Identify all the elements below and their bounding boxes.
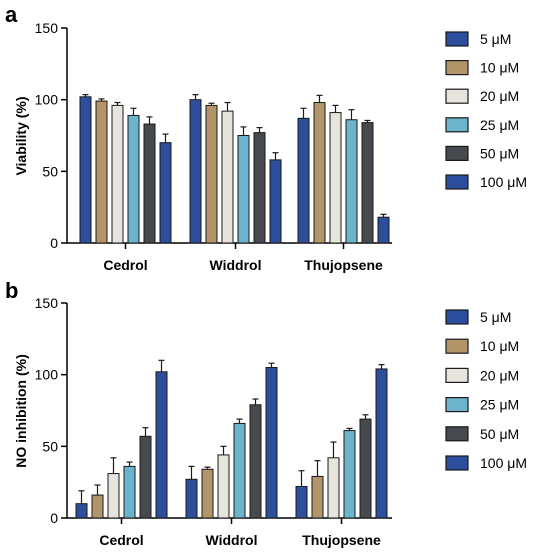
- bar: [205, 104, 218, 244]
- bar: [345, 119, 358, 244]
- y-tick-label: 50: [42, 438, 58, 454]
- legend-label: 5 μM: [480, 31, 511, 47]
- legend-label: 25 μM: [480, 117, 519, 133]
- bar: [127, 114, 140, 244]
- bar: [361, 122, 374, 244]
- legend-swatch: [445, 426, 469, 442]
- bar: [189, 99, 202, 244]
- legend-label: 20 μM: [480, 367, 519, 383]
- bar: [377, 216, 390, 244]
- legend-swatch: [445, 309, 469, 325]
- bar: [233, 422, 246, 519]
- bar: [327, 457, 340, 519]
- x-tick-label: Cedrol: [99, 532, 143, 548]
- bar: [201, 468, 214, 519]
- legend-swatch: [445, 397, 469, 413]
- bar: [359, 418, 372, 519]
- legend-label: 10 μM: [480, 338, 519, 354]
- legend-label: 50 μM: [480, 426, 519, 442]
- bar: [79, 96, 92, 244]
- legend-swatch: [445, 59, 469, 76]
- legend-swatch: [445, 338, 469, 354]
- bar: [217, 454, 230, 519]
- bar: [329, 112, 342, 244]
- bar: [297, 117, 310, 244]
- bar: [139, 435, 152, 519]
- y-axis-title: Viability (%): [13, 96, 29, 175]
- bar: [123, 465, 136, 519]
- bar: [143, 123, 156, 244]
- legend-label: 5 μM: [480, 309, 511, 325]
- legend-swatch: [445, 117, 469, 133]
- legend-swatch: [445, 145, 469, 161]
- chart-panel-b: b NO inhibition (%) 0 50 100 150 Cedrol Widdrol…: [5, 278, 527, 548]
- y-tick-label: 100: [35, 367, 59, 383]
- legend-swatch: [445, 174, 469, 190]
- bar: [111, 104, 124, 244]
- x-tick-label: Widdrol: [206, 532, 258, 548]
- legend-label: 100 μM: [480, 174, 527, 190]
- x-tick-label: Thujopsene: [302, 532, 381, 548]
- bar: [269, 159, 282, 244]
- bar: [75, 503, 88, 519]
- legend-label: 10 μM: [480, 60, 519, 76]
- bar: [155, 371, 168, 519]
- bar: [343, 430, 356, 519]
- bar: [311, 475, 324, 519]
- y-tick-label: 0: [50, 235, 58, 251]
- y-tick-label: 50: [42, 163, 58, 179]
- bar: [253, 132, 266, 244]
- bar: [313, 102, 326, 244]
- bar: [295, 485, 308, 519]
- panel-label: a: [5, 2, 18, 27]
- x-tick-label: Widdrol: [210, 257, 262, 273]
- legend-label: 100 μM: [480, 455, 527, 471]
- y-tick-label: 150: [35, 295, 59, 311]
- y-tick-label: 0: [50, 510, 58, 526]
- bar: [221, 110, 234, 244]
- legend-label: 20 μM: [480, 88, 519, 104]
- legend-label: 25 μM: [480, 397, 519, 413]
- bar: [95, 100, 108, 244]
- legend-swatch: [445, 367, 469, 383]
- bar: [159, 142, 172, 244]
- bar: [265, 367, 278, 519]
- legend-label: 50 μM: [480, 145, 519, 161]
- bar: [249, 404, 262, 519]
- y-tick-label: 100: [35, 92, 59, 108]
- bar: [91, 494, 104, 519]
- legend-swatch: [445, 455, 469, 471]
- legend-swatch: [445, 31, 469, 47]
- bar: [107, 473, 120, 519]
- x-tick-label: Thujopsene: [304, 257, 383, 273]
- y-axis-title: NO inhibition (%): [13, 354, 29, 468]
- chart-panel-a: a Viability (%) 0 50 100 150 Cedrol Widdrol Thuj…: [5, 2, 527, 273]
- panel-label: b: [5, 278, 18, 303]
- bar: [185, 478, 198, 519]
- y-tick-label: 150: [35, 20, 59, 36]
- bar: [375, 368, 388, 519]
- bar: [237, 135, 250, 244]
- legend-swatch: [445, 88, 469, 104]
- x-tick-label: Cedrol: [103, 257, 147, 273]
